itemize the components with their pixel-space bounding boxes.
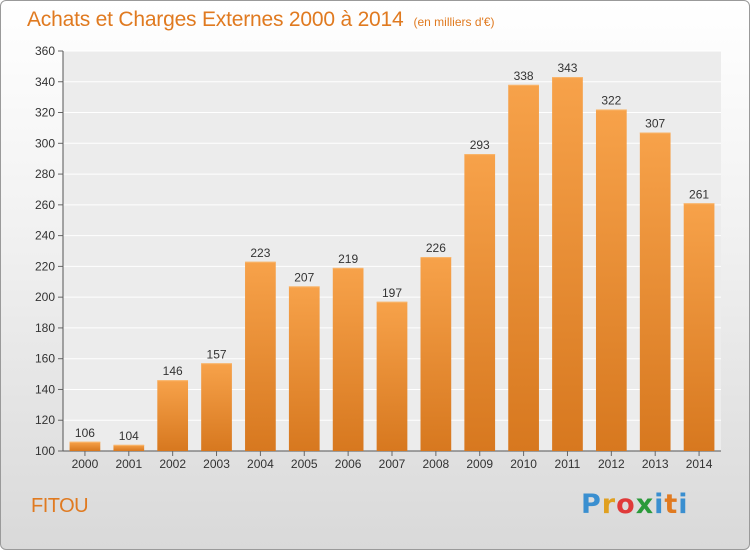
x-tick-label: 2008 bbox=[423, 457, 450, 471]
bar bbox=[157, 380, 189, 451]
x-tick-label: 2012 bbox=[598, 457, 625, 471]
data-label: 207 bbox=[294, 270, 314, 284]
y-tick-label: 220 bbox=[35, 259, 55, 273]
x-tick-label: 2006 bbox=[335, 457, 362, 471]
logo-letter: o bbox=[616, 489, 636, 520]
x-tick-label: 2003 bbox=[203, 457, 230, 471]
data-label: 219 bbox=[338, 252, 358, 266]
y-tick-label: 140 bbox=[35, 382, 55, 396]
bar bbox=[464, 154, 496, 452]
bars bbox=[69, 77, 715, 452]
data-label: 104 bbox=[119, 429, 139, 443]
bar bbox=[552, 77, 583, 452]
y-tick-label: 280 bbox=[35, 167, 55, 181]
chart-subtitle: (en milliers d'€) bbox=[413, 15, 495, 29]
logo-letter: r bbox=[601, 489, 617, 520]
bar bbox=[201, 363, 232, 451]
y-tick-label: 260 bbox=[35, 198, 55, 212]
bar bbox=[420, 257, 452, 451]
bar bbox=[113, 444, 145, 451]
x-tick-label: 2004 bbox=[247, 457, 274, 471]
data-label: 146 bbox=[163, 364, 183, 378]
data-label: 322 bbox=[601, 93, 621, 107]
logo-letter: P bbox=[581, 489, 602, 520]
data-label: 106 bbox=[75, 426, 95, 440]
x-tick-label: 2005 bbox=[291, 457, 318, 471]
bar bbox=[595, 109, 627, 451]
logo-letter: t bbox=[664, 489, 679, 520]
chart-title: Achats et Charges Externes 2000 à 2014 bbox=[27, 8, 404, 31]
bar bbox=[69, 441, 101, 451]
y-tick-label: 340 bbox=[35, 75, 55, 89]
y-tick-label: 240 bbox=[35, 229, 55, 243]
x-tick-label: 2007 bbox=[379, 457, 406, 471]
logo-letter: i bbox=[654, 489, 665, 520]
data-label: 261 bbox=[689, 187, 709, 201]
data-label: 343 bbox=[557, 61, 577, 75]
x-tick-label: 2010 bbox=[510, 457, 537, 471]
bar bbox=[683, 203, 715, 451]
x-tick-label: 2000 bbox=[72, 457, 99, 471]
x-tick-label: 2013 bbox=[642, 457, 669, 471]
data-label: 307 bbox=[645, 117, 665, 131]
data-label: 197 bbox=[382, 286, 402, 300]
commune-name: FITOU bbox=[31, 495, 89, 517]
y-tick-label: 320 bbox=[35, 106, 55, 120]
logo-letter: i bbox=[678, 489, 689, 520]
axes: 100 120 140 160 180 200 220 240 260 280 300 320 340 3… bbox=[35, 44, 721, 471]
y-tick-label: 160 bbox=[35, 352, 55, 366]
x-tick-label: 2002 bbox=[159, 457, 186, 471]
data-label: 223 bbox=[250, 246, 270, 260]
proxiti-logo: Proxiti bbox=[581, 489, 689, 520]
bar bbox=[245, 261, 276, 451]
data-label: 338 bbox=[514, 69, 534, 83]
y-tick-label: 300 bbox=[35, 136, 55, 150]
bar bbox=[376, 301, 408, 451]
y-tick-label: 100 bbox=[35, 444, 55, 458]
y-tick-label: 180 bbox=[35, 321, 55, 335]
y-tick-label: 360 bbox=[35, 44, 55, 58]
bar bbox=[508, 84, 539, 451]
x-tick-label: 2001 bbox=[115, 457, 142, 471]
title-block: Achats et Charges Externes 2000 à 2014 (e… bbox=[27, 8, 494, 32]
data-label: 293 bbox=[470, 138, 490, 152]
y-tick-label: 200 bbox=[35, 290, 55, 304]
logo-letter: x bbox=[635, 489, 655, 520]
y-tick-label: 120 bbox=[35, 413, 55, 427]
data-label: 157 bbox=[207, 347, 227, 361]
data-labels: 106 104 146 157 223 207 219 197 226 293 338 343 322 3… bbox=[75, 61, 709, 443]
x-tick-label: 2011 bbox=[555, 457, 581, 471]
bar bbox=[332, 267, 364, 451]
x-tick-label: 2014 bbox=[686, 457, 713, 471]
x-tick-label: 2009 bbox=[466, 457, 493, 471]
data-label: 226 bbox=[426, 241, 446, 255]
bar bbox=[288, 286, 320, 451]
bar bbox=[639, 132, 671, 452]
